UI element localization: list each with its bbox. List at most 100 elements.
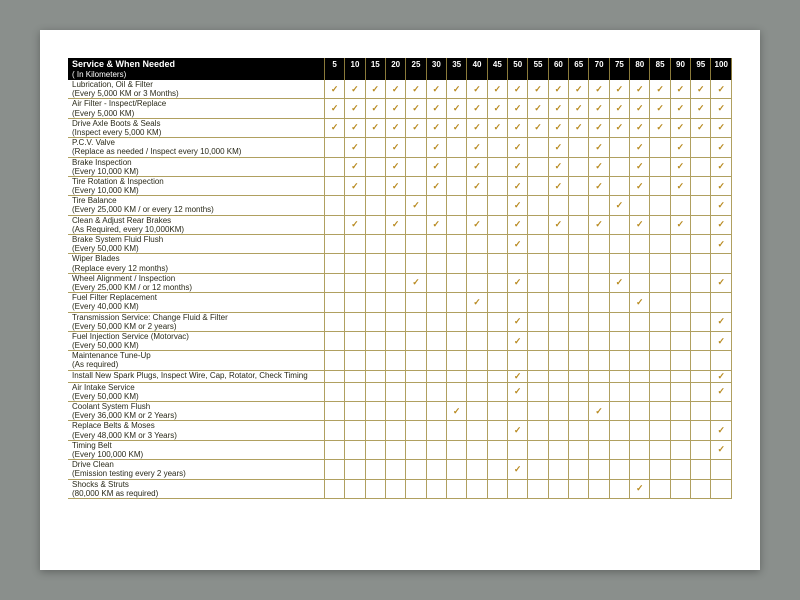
check-icon: ✓ (677, 142, 685, 152)
check-icon: ✓ (514, 371, 522, 381)
check-cell (345, 440, 365, 459)
check-cell (345, 293, 365, 312)
check-cell (324, 273, 344, 292)
check-cell (528, 351, 548, 370)
check-cell (569, 370, 589, 382)
check-cell (589, 196, 609, 215)
check-icon: ✓ (697, 103, 705, 113)
check-cell (345, 479, 365, 498)
service-name: Wheel Alignment / Inspection (72, 274, 322, 283)
check-icon: ✓ (351, 103, 359, 113)
check-cell: ✓ (365, 118, 385, 137)
service-name: Drive Axle Boots & Seals (72, 119, 322, 128)
check-cell (609, 157, 629, 176)
check-cell (589, 370, 609, 382)
service-note: (Every 36,000 KM or 2 Years) (72, 411, 322, 420)
check-icon: ✓ (514, 386, 522, 396)
check-cell (324, 157, 344, 176)
check-icon: ✓ (595, 406, 603, 416)
check-icon: ✓ (514, 200, 522, 210)
check-icon: ✓ (514, 239, 522, 249)
check-cell (467, 273, 487, 292)
check-icon: ✓ (412, 200, 420, 210)
check-icon: ✓ (595, 122, 603, 132)
service-name: Timing Belt (72, 441, 322, 450)
check-cell (548, 312, 568, 331)
check-cell (426, 273, 446, 292)
check-cell (548, 370, 568, 382)
check-cell (609, 293, 629, 312)
check-cell (528, 235, 548, 254)
check-icon: ✓ (433, 181, 441, 191)
check-cell: ✓ (467, 80, 487, 99)
check-cell: ✓ (406, 273, 426, 292)
km-column-header: 85 (650, 58, 670, 70)
service-name: Fuel Filter Replacement (72, 293, 322, 302)
km-column-header: 60 (548, 58, 568, 70)
check-cell (630, 196, 650, 215)
km-column-header: 20 (385, 58, 405, 70)
check-cell (345, 460, 365, 479)
km-column-header: 30 (426, 58, 446, 70)
check-cell: ✓ (528, 80, 548, 99)
check-cell (670, 312, 690, 331)
check-cell: ✓ (324, 118, 344, 137)
check-cell (345, 312, 365, 331)
service-name: Maintenance Tune-Up (72, 351, 322, 360)
km-column-header: 25 (406, 58, 426, 70)
check-icon: ✓ (656, 103, 664, 113)
service-note: (Every 5,000 KM) (72, 109, 322, 118)
check-cell (569, 196, 589, 215)
check-icon: ✓ (717, 200, 725, 210)
check-cell: ✓ (630, 293, 650, 312)
service-name: Install New Spark Plugs, Inspect Wire, C… (72, 371, 322, 380)
check-icon: ✓ (412, 103, 420, 113)
service-note: (Every 50,000 KM) (72, 341, 322, 350)
check-cell: ✓ (508, 176, 528, 195)
check-cell: ✓ (426, 80, 446, 99)
check-cell (630, 421, 650, 440)
km-column-header: 15 (365, 58, 385, 70)
check-cell (406, 312, 426, 331)
check-cell (365, 157, 385, 176)
check-cell (609, 440, 629, 459)
check-cell (650, 402, 670, 421)
check-icon: ✓ (473, 84, 481, 94)
check-cell: ✓ (385, 138, 405, 157)
check-icon: ✓ (412, 84, 420, 94)
check-icon: ✓ (636, 297, 644, 307)
check-cell (528, 312, 548, 331)
check-cell (548, 460, 568, 479)
check-cell (650, 421, 670, 440)
check-cell: ✓ (528, 99, 548, 118)
check-cell (569, 440, 589, 459)
check-cell (691, 312, 711, 331)
check-cell: ✓ (711, 370, 732, 382)
check-icon: ✓ (494, 84, 502, 94)
check-cell (569, 382, 589, 401)
check-icon: ✓ (473, 103, 481, 113)
check-cell (487, 440, 507, 459)
check-cell (650, 196, 670, 215)
check-icon: ✓ (717, 277, 725, 287)
check-icon: ✓ (636, 483, 644, 493)
check-cell (447, 273, 467, 292)
check-icon: ✓ (514, 142, 522, 152)
check-cell (324, 235, 344, 254)
check-icon: ✓ (616, 103, 624, 113)
check-cell (385, 235, 405, 254)
check-cell (426, 440, 446, 459)
check-cell (569, 215, 589, 234)
check-cell (385, 331, 405, 350)
check-cell (670, 273, 690, 292)
check-cell (467, 421, 487, 440)
service-cell: Replace Belts & Moses(Every 48,000 KM or… (68, 421, 324, 440)
check-cell (345, 254, 365, 273)
check-icon: ✓ (412, 122, 420, 132)
check-cell: ✓ (508, 460, 528, 479)
check-icon: ✓ (514, 181, 522, 191)
check-cell (569, 460, 589, 479)
check-cell: ✓ (385, 99, 405, 118)
check-cell: ✓ (467, 293, 487, 312)
check-cell (630, 312, 650, 331)
